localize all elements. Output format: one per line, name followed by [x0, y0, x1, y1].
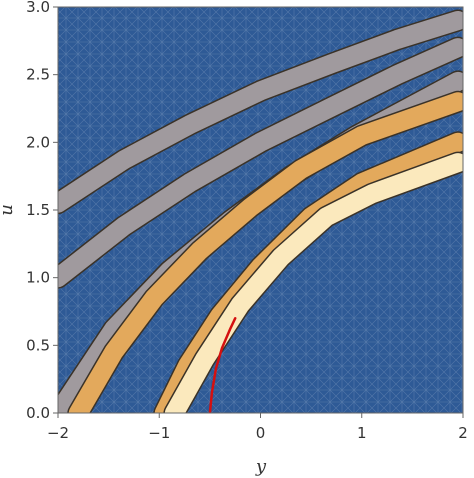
x-tick-label: 1	[357, 424, 367, 442]
x-axis-label: y	[255, 456, 267, 477]
y-axis-ticks: 0.0 0.5 1.0 1.5 2.0 2.5 3.0	[26, 0, 58, 422]
x-tick-label: −2	[47, 424, 69, 442]
y-tick-label: 0.0	[26, 404, 50, 422]
y-tick-label: 1.5	[26, 201, 50, 219]
y-tick-label: 2.0	[26, 133, 50, 151]
contour-curves	[208, 317, 237, 413]
x-tick-label: −1	[148, 424, 170, 442]
y-tick-label: 1.0	[26, 269, 50, 287]
y-tick-label: 0.5	[26, 336, 50, 354]
x-axis-ticks: −2 −1 0 1 2	[47, 413, 468, 442]
highlight-curve	[208, 317, 237, 413]
band-outer-2-fill	[58, 38, 463, 288]
y-axis-label: u	[0, 204, 17, 216]
band-inner-fill	[164, 153, 463, 413]
band-outer-1-fill	[58, 11, 463, 213]
band-orange-1-fill	[68, 92, 463, 413]
y-tick-label: 2.5	[26, 66, 50, 84]
contour-bands	[58, 9, 463, 413]
y-tick-label: 3.0	[26, 0, 50, 16]
x-tick-label: 0	[256, 424, 266, 442]
x-tick-label: 2	[458, 424, 468, 442]
